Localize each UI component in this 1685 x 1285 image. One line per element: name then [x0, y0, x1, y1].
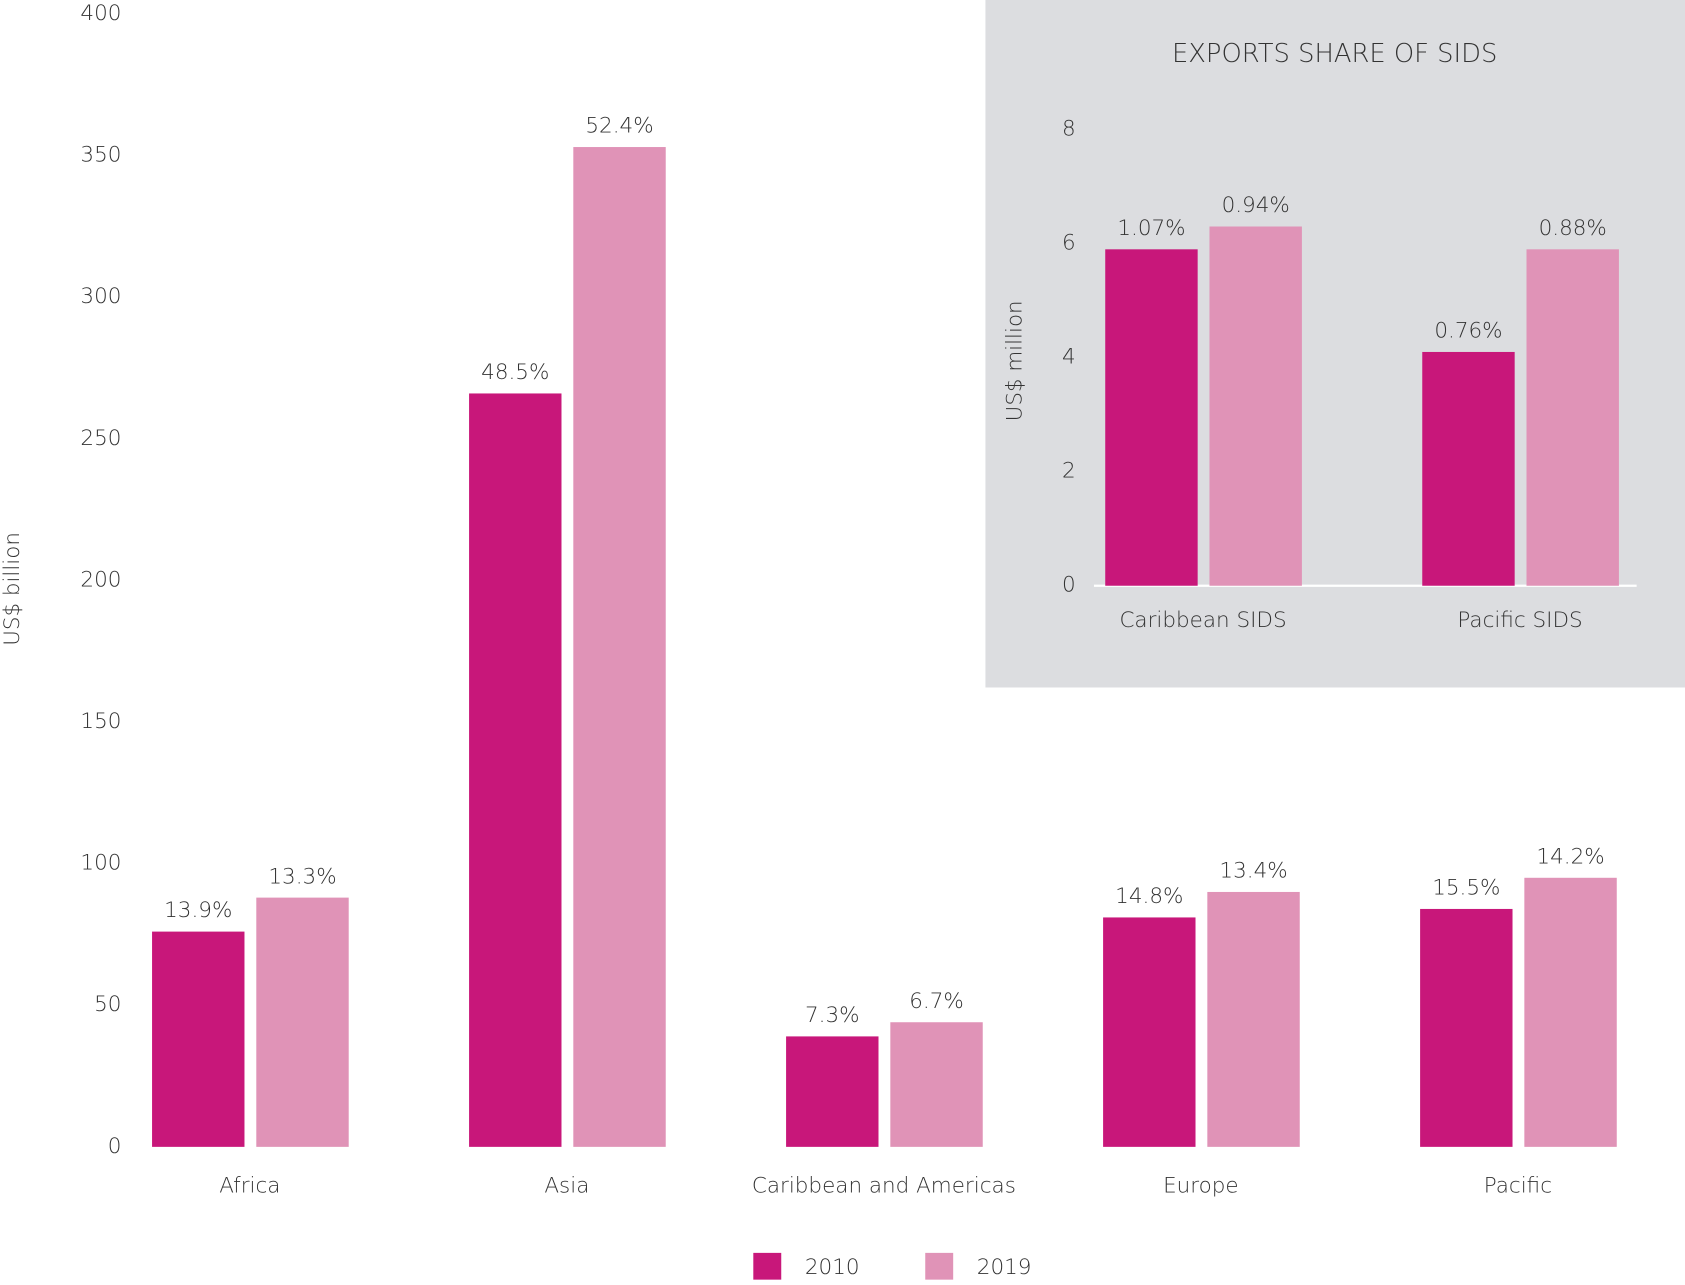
bar: [152, 931, 245, 1147]
y-tick-label: 2: [1062, 459, 1076, 484]
bar: [1526, 249, 1619, 586]
legend-label: 2010: [805, 1255, 860, 1280]
bar: [1103, 917, 1196, 1147]
x-tick-label: Africa: [219, 1174, 280, 1199]
bar: [1524, 877, 1617, 1147]
bar-label: 13.3%: [268, 864, 336, 889]
inset-y-axis-label: US$ million: [1002, 300, 1027, 421]
bar: [1105, 249, 1198, 586]
bar: [256, 897, 349, 1147]
y-tick-label: 4: [1062, 345, 1076, 370]
bar: [1422, 351, 1515, 586]
y-tick-label: 100: [80, 851, 121, 876]
y-tick-label: 350: [80, 143, 121, 168]
y-tick-label: 8: [1062, 117, 1076, 142]
y-tick-label: 0: [1062, 573, 1076, 598]
bar-label: 7.3%: [805, 1003, 860, 1028]
y-tick-label: 250: [80, 426, 121, 451]
x-tick-label: Caribbean and Americas: [752, 1174, 1016, 1199]
y-tick-label: 50: [94, 992, 121, 1017]
legend-swatch: [925, 1252, 954, 1280]
bar-label: 48.5%: [481, 360, 549, 385]
x-tick-label: Pacific: [1484, 1174, 1552, 1199]
legend-swatch: [753, 1252, 782, 1280]
bar-label: 13.4%: [1219, 859, 1287, 884]
bar: [786, 1036, 879, 1147]
bar-label: 6.7%: [909, 989, 964, 1014]
y-axis-label: US$ billion: [0, 532, 25, 646]
bar: [890, 1022, 983, 1147]
inset-title: EXPORTS SHARE OF SIDS: [1172, 39, 1497, 69]
bar-label: 13.9%: [164, 898, 232, 923]
bar: [573, 147, 666, 1147]
bar-label: 15.5%: [1432, 876, 1500, 901]
x-tick-label: Pacific SIDS: [1457, 608, 1582, 633]
bar: [469, 393, 562, 1147]
y-tick-label: 200: [80, 567, 121, 592]
x-tick-label: Europe: [1163, 1174, 1239, 1199]
y-tick-label: 300: [80, 284, 121, 309]
bar-label: 14.2%: [1536, 844, 1604, 869]
bar-label: 14.8%: [1115, 884, 1183, 909]
y-tick-label: 400: [80, 1, 121, 26]
bar: [1209, 226, 1302, 586]
bar: [1207, 891, 1300, 1147]
bar-label: 0.76%: [1434, 319, 1502, 344]
y-tick-label: 150: [80, 709, 121, 734]
bar-label: 0.88%: [1539, 216, 1607, 241]
bar-label: 1.07%: [1117, 216, 1185, 241]
bar-label: 52.4%: [585, 114, 653, 139]
x-tick-label: Asia: [544, 1174, 589, 1199]
x-tick-label: Caribbean SIDS: [1119, 608, 1286, 633]
bar-label: 0.94%: [1222, 193, 1290, 218]
y-tick-label: 0: [108, 1134, 122, 1159]
y-tick-label: 6: [1062, 231, 1076, 256]
legend-label: 2019: [977, 1255, 1032, 1280]
bar: [1420, 908, 1513, 1147]
